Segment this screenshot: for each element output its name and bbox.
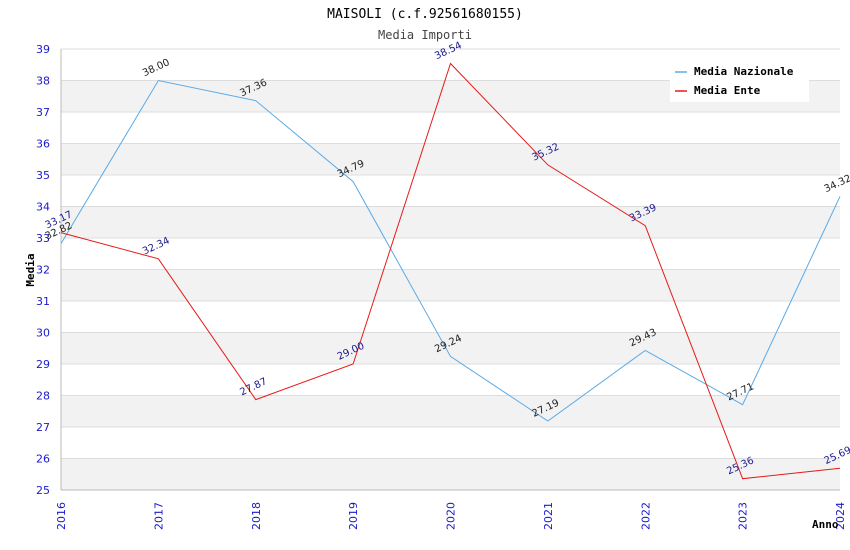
grid-band — [61, 206, 840, 238]
y-axis-label: Media — [24, 253, 37, 286]
x-axis-label: Anno — [812, 518, 839, 531]
x-tick-label: 2024 — [834, 502, 847, 530]
grid-bands — [60, 48, 840, 491]
x-tick-label: 2020 — [445, 502, 458, 530]
y-tick-label: 36 — [36, 138, 50, 151]
chart-title: MAISOLI (c.f.92561680155) — [327, 7, 523, 22]
grid-band — [61, 458, 840, 490]
y-tick-label: 32 — [36, 264, 50, 277]
series-line-nazionale — [60, 79, 841, 422]
grid-band — [61, 427, 840, 459]
grid-band — [61, 332, 840, 364]
x-tick-label: 2019 — [347, 502, 360, 530]
y-tick-label: 30 — [36, 327, 50, 340]
y-tick-label: 37 — [36, 106, 50, 119]
y-tick-label: 31 — [36, 295, 50, 308]
grid-band — [61, 238, 840, 270]
legend-box — [670, 60, 809, 102]
grid-band — [61, 175, 840, 207]
x-tick-label: 2022 — [639, 502, 652, 530]
x-tick-label: 2023 — [737, 502, 750, 530]
x-tick-label: 2021 — [542, 502, 555, 530]
series-line-ente — [60, 62, 841, 480]
grid-band — [61, 301, 840, 333]
y-tick-label: 33 — [36, 232, 50, 245]
grid-band — [61, 143, 840, 175]
legend-label-ente: Media Ente — [694, 84, 761, 97]
grid-band — [61, 269, 840, 301]
x-axis: 2016 2017 2018 2019 2020 2021 2022 2023 2024 — [55, 502, 847, 530]
legend: Media Nazionale Media Ente — [670, 60, 809, 102]
grid-band — [61, 395, 840, 427]
grid-band — [61, 364, 840, 396]
grid-band — [61, 112, 840, 144]
y-tick-label: 29 — [36, 358, 50, 371]
y-tick-label: 27 — [36, 421, 50, 434]
y-tick-label: 26 — [36, 453, 50, 466]
y-tick-label: 25 — [36, 484, 50, 497]
y-tick-label: 39 — [36, 43, 50, 56]
y-axis: 25 26 27 28 29 30 31 32 33 34 35 36 37 38 39 — [36, 43, 50, 497]
legend-label-nazionale: Media Nazionale — [694, 65, 794, 78]
y-tick-label: 35 — [36, 169, 50, 182]
series-lines — [60, 62, 841, 480]
chart-subtitle: Media Importi — [378, 28, 472, 42]
y-tick-label: 34 — [36, 201, 50, 214]
x-tick-label: 2016 — [55, 502, 68, 530]
y-tick-label: 38 — [36, 75, 50, 88]
y-tick-label: 28 — [36, 390, 50, 403]
x-tick-label: 2017 — [152, 502, 165, 530]
x-tick-label: 2018 — [250, 502, 263, 530]
